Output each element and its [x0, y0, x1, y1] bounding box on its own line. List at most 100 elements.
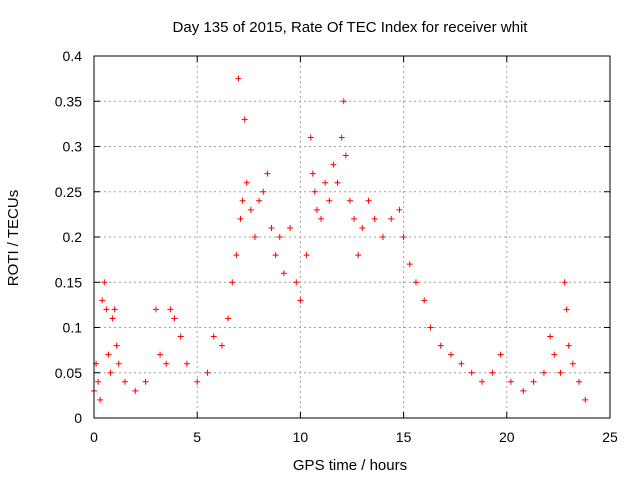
- y-axis-label: ROTI / TECUs: [5, 190, 22, 286]
- data-point: [576, 378, 583, 385]
- data-point: [359, 224, 366, 231]
- data-point: [355, 252, 362, 259]
- data-points: [91, 75, 589, 403]
- data-point: [241, 116, 248, 123]
- data-point: [551, 351, 558, 358]
- data-point: [194, 378, 201, 385]
- data-point: [103, 306, 110, 313]
- data-point: [365, 197, 372, 204]
- x-tick-label: 20: [499, 429, 515, 445]
- data-point: [163, 360, 170, 367]
- data-point: [379, 234, 386, 240]
- axis-ticks: 0 5 10 15 20 25 0 0.05 0.1 0.15 0.2 0.25 0.3 0.35 0.4: [55, 48, 618, 445]
- data-point: [235, 75, 242, 82]
- data-point: [268, 224, 275, 231]
- data-point: [132, 387, 139, 394]
- data-point: [142, 378, 149, 385]
- data-point: [121, 378, 128, 385]
- data-point: [229, 279, 236, 286]
- data-point: [107, 369, 114, 376]
- data-point: [334, 179, 341, 186]
- data-point: [582, 396, 589, 403]
- data-point: [309, 170, 316, 177]
- data-point: [338, 134, 345, 141]
- data-point: [272, 252, 279, 259]
- x-tick-label: 10: [293, 429, 309, 445]
- data-point: [105, 351, 112, 358]
- data-point: [371, 215, 378, 222]
- data-point: [421, 297, 428, 304]
- data-point: [340, 98, 347, 105]
- data-point: [251, 234, 258, 240]
- data-point: [210, 333, 217, 340]
- grid-lines: [94, 56, 610, 418]
- data-point: [563, 306, 570, 313]
- data-point: [109, 315, 116, 322]
- data-point: [530, 378, 537, 385]
- data-point: [388, 215, 395, 222]
- data-point: [326, 197, 333, 204]
- data-point: [157, 351, 164, 358]
- y-tick-label: 0.3: [63, 139, 83, 155]
- data-point: [218, 342, 225, 349]
- data-point: [101, 279, 108, 286]
- data-point: [287, 224, 294, 231]
- data-point: [569, 360, 576, 367]
- data-point: [479, 378, 486, 385]
- data-point: [97, 396, 104, 403]
- data-point: [520, 387, 527, 394]
- data-point: [342, 152, 349, 159]
- data-point: [311, 188, 318, 195]
- data-point: [99, 297, 106, 304]
- data-point: [256, 197, 263, 204]
- y-tick-label: 0.1: [63, 320, 83, 336]
- data-point: [507, 378, 514, 385]
- data-point: [412, 279, 419, 286]
- data-point: [152, 306, 159, 313]
- data-point: [547, 333, 554, 340]
- data-point: [171, 315, 178, 322]
- data-point: [95, 378, 102, 385]
- data-point: [437, 342, 444, 349]
- data-point: [183, 360, 190, 367]
- data-point: [297, 297, 304, 304]
- data-point: [313, 206, 320, 213]
- y-tick-label: 0.35: [55, 93, 82, 109]
- data-point: [322, 179, 329, 186]
- data-point: [243, 179, 250, 186]
- x-tick-label: 0: [90, 429, 98, 445]
- data-point: [540, 369, 547, 376]
- data-point: [276, 234, 283, 240]
- data-point: [293, 279, 300, 286]
- data-point: [489, 369, 496, 376]
- data-point: [303, 252, 310, 259]
- data-point: [247, 206, 254, 213]
- data-point: [406, 261, 413, 268]
- data-point: [111, 306, 118, 313]
- x-tick-label: 25: [602, 429, 618, 445]
- data-point: [318, 215, 325, 222]
- data-point: [330, 161, 337, 168]
- data-point: [167, 306, 174, 313]
- data-point: [113, 342, 120, 349]
- data-point: [307, 134, 314, 141]
- data-point: [561, 279, 568, 286]
- data-point: [346, 197, 353, 204]
- data-point: [565, 342, 572, 349]
- data-point: [351, 215, 358, 222]
- data-point: [225, 315, 232, 322]
- data-point: [557, 369, 564, 376]
- data-point: [396, 206, 403, 213]
- y-tick-label: 0.15: [55, 274, 82, 290]
- x-tick-label: 15: [396, 429, 412, 445]
- data-point: [400, 234, 407, 240]
- data-point: [233, 252, 240, 259]
- data-point: [468, 369, 475, 376]
- data-point: [177, 333, 184, 340]
- data-point: [448, 351, 455, 358]
- y-tick-label: 0.2: [63, 229, 83, 245]
- data-point: [239, 197, 246, 204]
- y-tick-label: 0.05: [55, 365, 82, 381]
